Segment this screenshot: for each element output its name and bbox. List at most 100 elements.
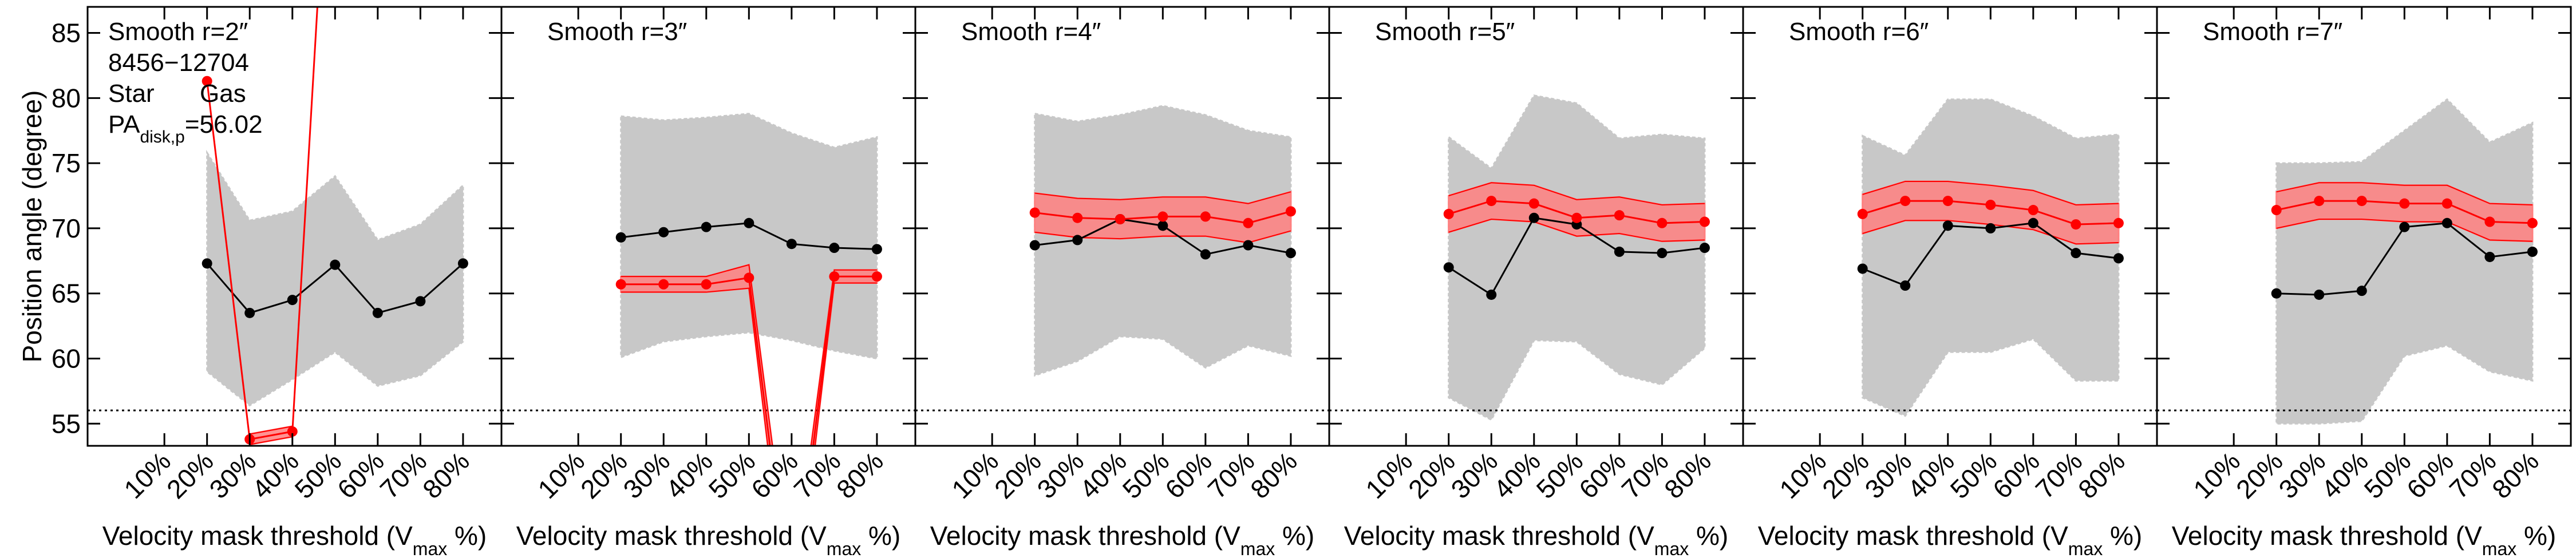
data-point	[658, 279, 669, 290]
data-point	[2527, 246, 2538, 257]
data-point	[1072, 235, 1083, 246]
data-point	[1285, 206, 1296, 217]
x-axis-label-part: Velocity mask threshold (V	[1758, 521, 2068, 551]
x-tick-label: 40%	[1074, 446, 1132, 504]
data-point	[829, 243, 840, 254]
x-axis-label-part: Velocity mask threshold (V	[1344, 521, 1654, 551]
x-tick-label: 30%	[1031, 446, 1089, 504]
x-tick-label: 50%	[1531, 446, 1589, 504]
x-axis-label-part: %)	[2516, 521, 2556, 551]
pa-label-part: PA	[108, 110, 140, 138]
x-axis-label-part: max	[2482, 539, 2516, 558]
error-band	[1448, 94, 1706, 421]
x-axis-label: Velocity mask threshold (Vmax %)	[2172, 521, 2556, 558]
x-tick-label: 50%	[1117, 446, 1175, 504]
data-point	[1699, 216, 1710, 227]
data-point	[2271, 205, 2282, 216]
panel-title: Smooth r=3″	[547, 18, 687, 46]
data-point	[2484, 251, 2495, 262]
x-tick-label: 30%	[203, 446, 262, 504]
data-point	[1072, 212, 1083, 223]
data-point	[1614, 246, 1625, 257]
x-tick-label: 30%	[617, 446, 675, 504]
panel-title: Smooth r=2″	[108, 18, 248, 46]
x-tick-label: 70%	[2030, 446, 2088, 504]
band-edge	[1448, 218, 1705, 242]
x-tick-label: 80%	[2072, 446, 2131, 504]
panel	[2157, 98, 2571, 425]
y-tick-label: 60	[52, 344, 81, 374]
x-tick-label: 10%	[2187, 446, 2246, 504]
x-tick-label: 50%	[703, 446, 761, 504]
x-tick-label: 60%	[1573, 446, 1631, 504]
data-point	[372, 307, 383, 318]
error-band	[2275, 98, 2534, 425]
data-point	[1857, 208, 1868, 219]
band-edge	[621, 264, 877, 446]
data-point	[2441, 217, 2452, 228]
panel-title: Smooth r=5″	[1375, 18, 1515, 46]
data-point	[1699, 243, 1710, 254]
x-axis-label: Velocity mask threshold (Vmax %)	[930, 521, 1314, 558]
pa-label: PAdisk,p=56.02	[108, 110, 263, 147]
x-tick-label: 80%	[831, 446, 889, 504]
panel	[88, 7, 501, 446]
panel-subtitle: 8456−12704	[108, 49, 249, 77]
x-tick-label: 20%	[575, 446, 633, 504]
error-band	[206, 149, 464, 407]
x-tick-label: 70%	[788, 446, 847, 504]
data-point	[1157, 220, 1168, 231]
panel-title: Smooth r=7″	[2203, 18, 2342, 46]
x-axis-label-part: %)	[2103, 521, 2142, 551]
data-point	[330, 259, 341, 270]
x-tick-label: 80%	[1658, 446, 1717, 504]
data-point	[1985, 223, 1996, 234]
data-point	[2314, 196, 2325, 207]
error-band	[620, 113, 878, 360]
data-point	[658, 227, 669, 238]
data-point	[2314, 289, 2325, 300]
data-point	[244, 307, 255, 318]
x-axis-label-part: max	[1240, 539, 1275, 558]
data-point	[701, 279, 712, 290]
data-point	[2441, 198, 2452, 209]
y-tick-label: 85	[52, 18, 81, 48]
y-tick-label: 80	[52, 83, 81, 113]
y-tick-label: 65	[52, 279, 81, 308]
data-point	[615, 279, 626, 290]
band-edge	[2276, 182, 2532, 205]
band-edge	[1034, 191, 1291, 204]
data-point	[1528, 198, 1539, 209]
data-point	[1614, 210, 1625, 221]
data-point	[1443, 208, 1454, 219]
data-point	[1486, 196, 1497, 207]
data-point	[1029, 207, 1040, 218]
x-axis-label-part: %)	[447, 521, 487, 551]
data-point	[2271, 288, 2282, 299]
panel-title: Smooth r=4″	[961, 18, 1101, 46]
data-point	[871, 271, 882, 282]
x-axis-label: Velocity mask threshold (Vmax %)	[516, 521, 900, 558]
legend-label: Star	[108, 80, 155, 108]
x-tick-label: 40%	[660, 446, 718, 504]
x-tick-label: 80%	[1244, 446, 1303, 504]
x-tick-label: 70%	[374, 446, 433, 504]
data-point	[829, 271, 840, 282]
data-point	[1857, 263, 1868, 274]
y-tick-label: 70	[52, 213, 81, 243]
y-tick-label: 75	[52, 148, 81, 178]
data-point	[202, 76, 212, 86]
x-tick-label: 20%	[161, 446, 219, 504]
x-axis-label-part: Velocity mask threshold (V	[930, 521, 1240, 551]
x-tick-label: 30%	[1445, 446, 1503, 504]
data-point	[2113, 217, 2124, 228]
x-tick-label: 20%	[989, 446, 1047, 504]
x-tick-label: 60%	[1159, 446, 1218, 504]
legend-label: Gas	[200, 80, 246, 108]
data-point	[1486, 289, 1497, 300]
data-point	[1443, 262, 1454, 273]
x-axis-label-part: max	[413, 539, 447, 558]
data-point	[1285, 248, 1296, 259]
x-axis-label-part: max	[2068, 539, 2103, 558]
data-point	[786, 239, 797, 250]
